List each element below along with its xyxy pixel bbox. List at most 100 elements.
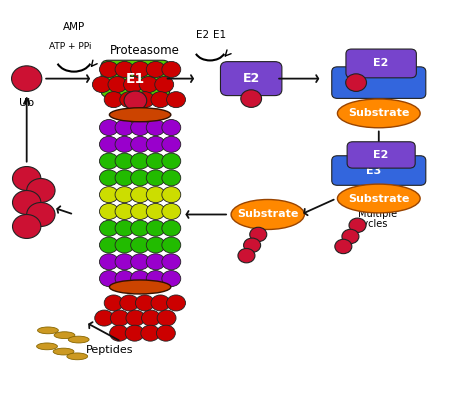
Circle shape (115, 170, 134, 186)
Circle shape (146, 254, 165, 270)
Circle shape (115, 203, 134, 219)
Circle shape (131, 220, 150, 236)
Circle shape (124, 77, 143, 93)
Circle shape (12, 190, 41, 215)
Circle shape (12, 166, 41, 190)
Ellipse shape (68, 336, 89, 343)
Circle shape (100, 170, 118, 186)
Circle shape (162, 187, 181, 203)
Text: ATP + PPi: ATP + PPi (49, 42, 92, 51)
Circle shape (141, 325, 160, 341)
Circle shape (131, 271, 150, 287)
Circle shape (27, 178, 55, 203)
Circle shape (115, 187, 134, 203)
Circle shape (146, 187, 165, 203)
Circle shape (166, 295, 185, 311)
Circle shape (115, 153, 134, 169)
Circle shape (92, 77, 111, 93)
Circle shape (100, 237, 118, 253)
FancyBboxPatch shape (220, 62, 282, 95)
Circle shape (27, 203, 55, 227)
Text: E2: E2 (196, 30, 210, 40)
Circle shape (12, 215, 41, 239)
Circle shape (349, 218, 366, 233)
Circle shape (162, 170, 181, 186)
Circle shape (146, 203, 165, 219)
Circle shape (108, 77, 127, 93)
Circle shape (162, 220, 181, 236)
Ellipse shape (54, 332, 75, 338)
Circle shape (109, 325, 128, 341)
Circle shape (131, 203, 150, 219)
Ellipse shape (337, 99, 420, 128)
Circle shape (162, 119, 181, 136)
Circle shape (146, 220, 165, 236)
Circle shape (151, 295, 170, 311)
Circle shape (104, 295, 123, 311)
Text: E2: E2 (374, 150, 389, 160)
Circle shape (115, 271, 134, 287)
Ellipse shape (231, 200, 304, 229)
Text: Ub: Ub (19, 97, 34, 107)
Circle shape (162, 136, 181, 152)
Circle shape (11, 66, 42, 91)
Circle shape (115, 220, 134, 236)
Text: E1: E1 (213, 30, 226, 40)
Circle shape (115, 61, 134, 77)
FancyBboxPatch shape (346, 49, 416, 78)
Circle shape (100, 153, 118, 169)
Circle shape (146, 136, 165, 152)
Circle shape (146, 237, 165, 253)
Ellipse shape (109, 108, 171, 122)
Circle shape (155, 77, 173, 93)
Circle shape (136, 295, 155, 311)
Circle shape (100, 187, 118, 203)
Circle shape (162, 61, 181, 77)
Circle shape (346, 74, 366, 91)
Circle shape (110, 310, 129, 326)
Circle shape (142, 310, 160, 326)
Circle shape (162, 237, 181, 253)
Circle shape (162, 153, 181, 169)
Circle shape (146, 170, 165, 186)
Circle shape (131, 187, 150, 203)
Circle shape (157, 310, 176, 326)
Text: E3: E3 (345, 78, 360, 87)
Circle shape (146, 153, 165, 169)
Circle shape (131, 153, 150, 169)
Circle shape (115, 254, 134, 270)
Circle shape (162, 203, 181, 219)
Text: Substrate: Substrate (348, 108, 410, 118)
Circle shape (100, 254, 118, 270)
FancyBboxPatch shape (332, 156, 426, 185)
Circle shape (124, 91, 147, 110)
Circle shape (100, 220, 118, 236)
Circle shape (151, 92, 170, 107)
Ellipse shape (37, 327, 58, 334)
Text: AMP: AMP (63, 22, 85, 32)
FancyBboxPatch shape (101, 60, 170, 97)
Circle shape (136, 92, 155, 107)
Circle shape (100, 203, 118, 219)
Circle shape (126, 310, 145, 326)
Text: Peptides: Peptides (86, 345, 133, 355)
Circle shape (342, 229, 359, 244)
Circle shape (95, 310, 114, 326)
Ellipse shape (109, 280, 171, 294)
Circle shape (250, 227, 267, 242)
Text: E3: E3 (366, 166, 382, 176)
Circle shape (115, 119, 134, 136)
Circle shape (131, 254, 150, 270)
Text: E1: E1 (126, 72, 145, 86)
Circle shape (100, 119, 118, 136)
Circle shape (241, 90, 262, 107)
Circle shape (244, 238, 261, 253)
Circle shape (238, 249, 255, 263)
Circle shape (100, 61, 118, 77)
Text: Substrate: Substrate (237, 209, 299, 219)
Circle shape (156, 325, 175, 341)
Ellipse shape (53, 348, 74, 355)
Circle shape (166, 92, 185, 107)
Circle shape (131, 237, 150, 253)
Text: E2: E2 (374, 59, 389, 69)
